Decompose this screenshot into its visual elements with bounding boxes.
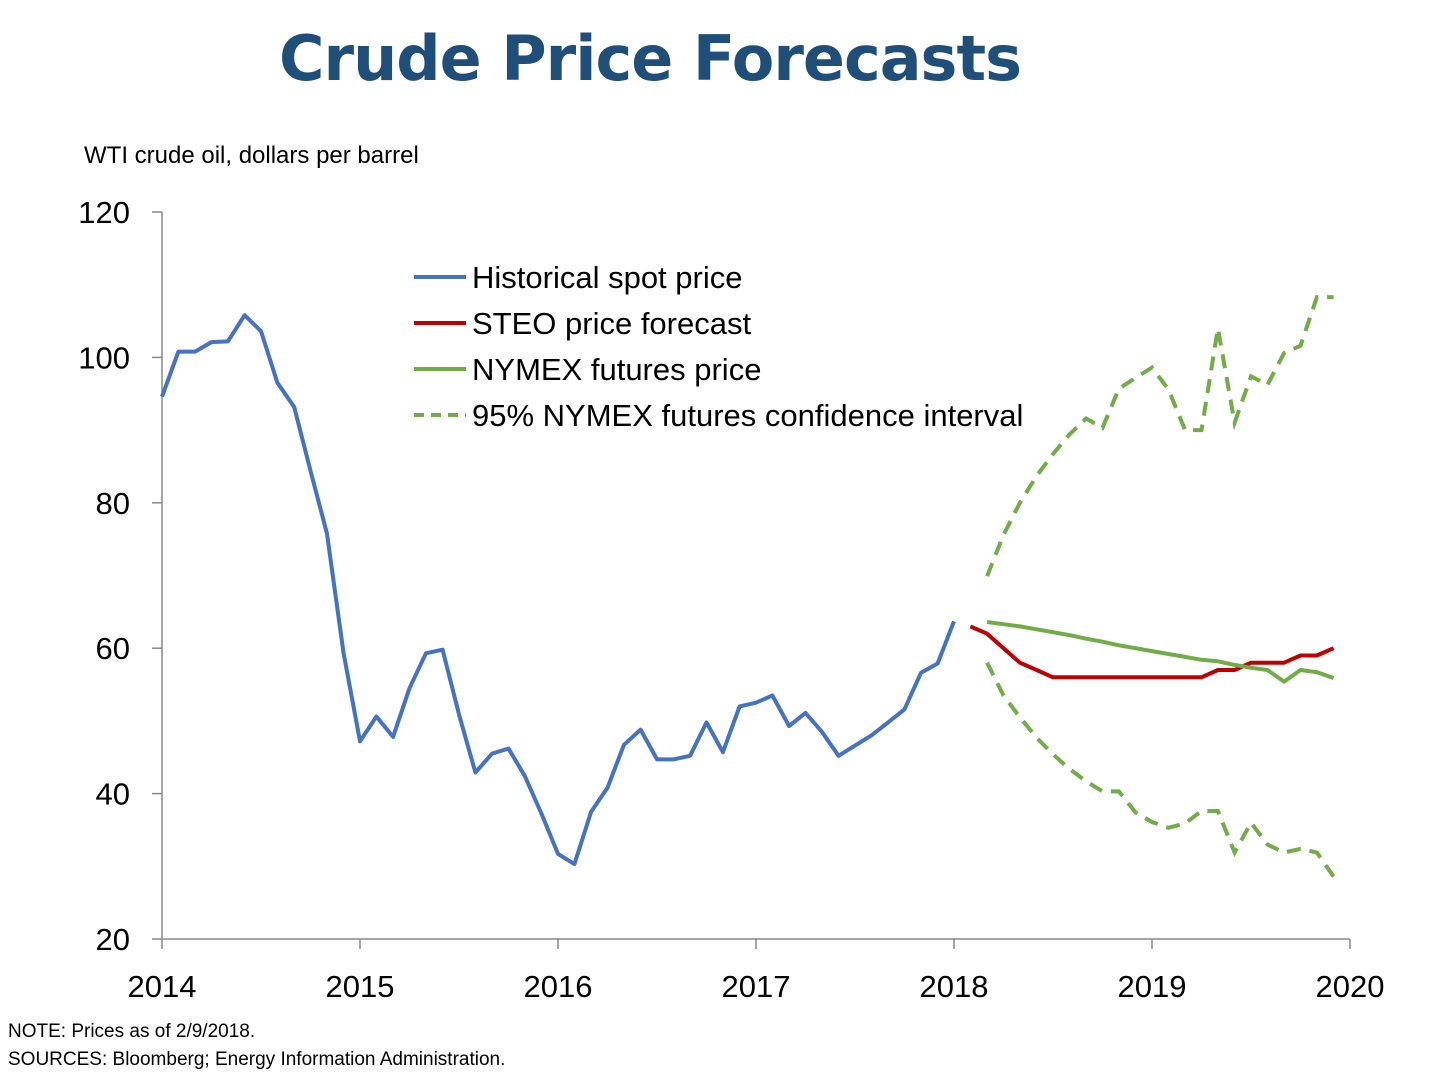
series-nymex-futures-price — [986, 620, 1335, 684]
sources-text: SOURCES: Bloomberg; Energy Information A… — [8, 1049, 506, 1070]
y-tick-label: 60 — [96, 631, 130, 666]
x-tick-label: 2019 — [1118, 969, 1187, 1004]
series-layer — [160, 295, 1336, 878]
note-text: NOTE: Prices as of 2/9/2018. — [8, 1021, 256, 1042]
chart-notes: NOTE: Prices as of 2/9/2018. SOURCES: Bl… — [8, 1018, 505, 1074]
x-tick-label: 2016 — [524, 969, 593, 1004]
x-tick-label: 2017 — [722, 969, 791, 1004]
legend-label: 95% NYMEX futures confidence interval — [472, 398, 1023, 433]
x-tick-label: 2015 — [326, 969, 395, 1004]
legend-label: STEO price forecast — [472, 306, 751, 341]
x-tick-label: 2018 — [920, 969, 989, 1004]
y-tick-label: 40 — [96, 777, 130, 812]
chart-axes: 20 40 60 80 100 120 2014 2015 2016 2017 2018 2019 20… — [78, 195, 1384, 1004]
chart-title: Crude Price Forecasts — [279, 22, 1022, 95]
legend-label: Historical spot price — [472, 260, 742, 295]
y-tick-label: 80 — [96, 486, 130, 521]
series-steo-price-forecast — [969, 624, 1335, 680]
x-tick-label: 2020 — [1316, 969, 1385, 1004]
series-95-nymex-futures-confidence-interval-upper — [985, 295, 1334, 577]
y-tick-label: 20 — [96, 922, 130, 957]
series-historical-spot-price — [160, 313, 956, 867]
x-tick-label: 2014 — [128, 969, 197, 1004]
series-95-nymex-futures-confidence-interval-lower — [985, 661, 1336, 878]
y-axis-label: WTI crude oil, dollars per barrel — [84, 142, 419, 169]
chart-legend: Historical spot price STEO price forecast… — [414, 260, 1023, 433]
y-tick-label: 120 — [78, 195, 130, 230]
y-tick-label: 100 — [78, 340, 130, 375]
legend-label: NYMEX futures price — [472, 352, 761, 387]
